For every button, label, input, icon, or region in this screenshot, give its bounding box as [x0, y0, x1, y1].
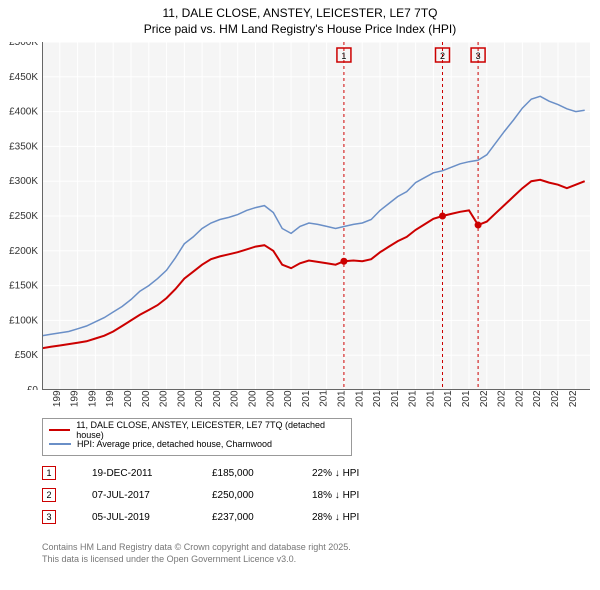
- x-tick-label: 2012: [336, 390, 347, 407]
- x-tick-label: 2005: [212, 390, 223, 407]
- sale-diff: 28% ↓ HPI: [312, 512, 412, 523]
- sale-date: 07-JUL-2017: [92, 490, 212, 501]
- sales-table: 1 19-DEC-2011£185,00022% ↓ HPI 2 07-JUL-201…: [42, 462, 412, 528]
- title-line-1: 11, DALE CLOSE, ANSTEY, LEICESTER, LE7 7…: [0, 6, 600, 22]
- x-tick-label: 2010: [301, 390, 312, 407]
- x-tick-label: 2023: [532, 390, 543, 407]
- x-labels: 1995 1996 1997 1998 1999 2000 2001 2002 2003 2004…: [42, 390, 590, 420]
- chart-title-block: 11, DALE CLOSE, ANSTEY, LEICESTER, LE7 7…: [0, 0, 600, 37]
- x-tick-label: 2025: [568, 390, 579, 407]
- sale-marker: 1: [42, 466, 56, 480]
- x-tick-label: 2011: [319, 390, 330, 407]
- x-tick-label: 2021: [497, 390, 508, 407]
- sale-row: 3 05-JUL-2019£237,00028% ↓ HPI: [42, 506, 412, 528]
- x-tick-label: 2024: [550, 390, 561, 407]
- y-tick-label: £400K: [9, 107, 38, 118]
- x-tick-label: 1996: [52, 390, 63, 407]
- y-labels: £0 £50K £100K £150K £200K £250K £300K £350K £400…: [0, 42, 42, 390]
- x-tick-label: 2016: [408, 390, 419, 407]
- legend-label: HPI: Average price, detached house, Char…: [77, 439, 272, 449]
- y-tick-label: £50K: [15, 350, 39, 361]
- x-tick-label: 2013: [354, 390, 365, 407]
- x-tick-label: 2004: [194, 390, 205, 407]
- x-tick-label: 2001: [141, 390, 152, 407]
- sale-marker: 2: [42, 488, 56, 502]
- y-tick-label: £500K: [9, 42, 38, 48]
- legend-swatch: [49, 443, 71, 445]
- legend: 11, DALE CLOSE, ANSTEY, LEICESTER, LE7 7…: [42, 418, 352, 456]
- chart-svg: 1 2 3: [42, 42, 590, 390]
- y-tick-label: £200K: [9, 246, 38, 257]
- y-tick-label: £450K: [9, 72, 38, 83]
- legend-row: 11, DALE CLOSE, ANSTEY, LEICESTER, LE7 7…: [49, 423, 345, 437]
- sale-diff: 18% ↓ HPI: [312, 490, 412, 501]
- x-tick-label: 2009: [283, 390, 294, 407]
- x-tick-label: 2006: [230, 390, 241, 407]
- footer-line-1: Contains HM Land Registry data © Crown c…: [42, 542, 351, 554]
- x-tick-label: 2018: [443, 390, 454, 407]
- x-tick-label: 2017: [425, 390, 436, 407]
- y-tick-label: £250K: [9, 211, 38, 222]
- footer: Contains HM Land Registry data © Crown c…: [42, 542, 351, 565]
- y-tick-label: £150K: [9, 281, 38, 292]
- x-tick-label: 2020: [479, 390, 490, 407]
- svg-text:1: 1: [341, 51, 346, 61]
- title-line-2: Price paid vs. HM Land Registry's House …: [0, 22, 600, 38]
- y-tick-label: £100K: [9, 315, 38, 326]
- x-tick-label: 2008: [265, 390, 276, 407]
- x-tick-label: 2003: [176, 390, 187, 407]
- sale-row: 2 07-JUL-2017£250,00018% ↓ HPI: [42, 484, 412, 506]
- sale-price: £237,000: [212, 512, 312, 523]
- svg-text:3: 3: [476, 51, 481, 61]
- x-tick-label: 2014: [372, 390, 383, 407]
- chart-area: 123 199519961997199819992000200120022003…: [42, 42, 590, 390]
- sale-price: £250,000: [212, 490, 312, 501]
- sale-marker: 3: [42, 510, 56, 524]
- x-tick-label: 2002: [159, 390, 170, 407]
- sale-price: £185,000: [212, 468, 312, 479]
- x-tick-label: 2015: [390, 390, 401, 407]
- sale-date: 05-JUL-2019: [92, 512, 212, 523]
- sale-row: 1 19-DEC-2011£185,00022% ↓ HPI: [42, 462, 412, 484]
- footer-line-2: This data is licensed under the Open Gov…: [42, 554, 351, 566]
- y-tick-label: £350K: [9, 141, 38, 152]
- y-tick-label: £0: [27, 385, 39, 390]
- x-tick-label: 2000: [123, 390, 134, 407]
- legend-label: 11, DALE CLOSE, ANSTEY, LEICESTER, LE7 7…: [76, 420, 345, 440]
- legend-swatch: [49, 429, 70, 431]
- x-tick-label: 1998: [87, 390, 98, 407]
- x-tick-label: 1999: [105, 390, 116, 407]
- y-tick-label: £300K: [9, 176, 38, 187]
- x-tick-label: 1995: [42, 390, 45, 407]
- x-tick-label: 2019: [461, 390, 472, 407]
- sale-date: 19-DEC-2011: [92, 468, 212, 479]
- svg-text:2: 2: [440, 51, 445, 61]
- x-tick-label: 2022: [514, 390, 525, 407]
- x-tick-label: 2007: [248, 390, 259, 407]
- x-tick-label: 1997: [70, 390, 81, 407]
- sale-diff: 22% ↓ HPI: [312, 468, 412, 479]
